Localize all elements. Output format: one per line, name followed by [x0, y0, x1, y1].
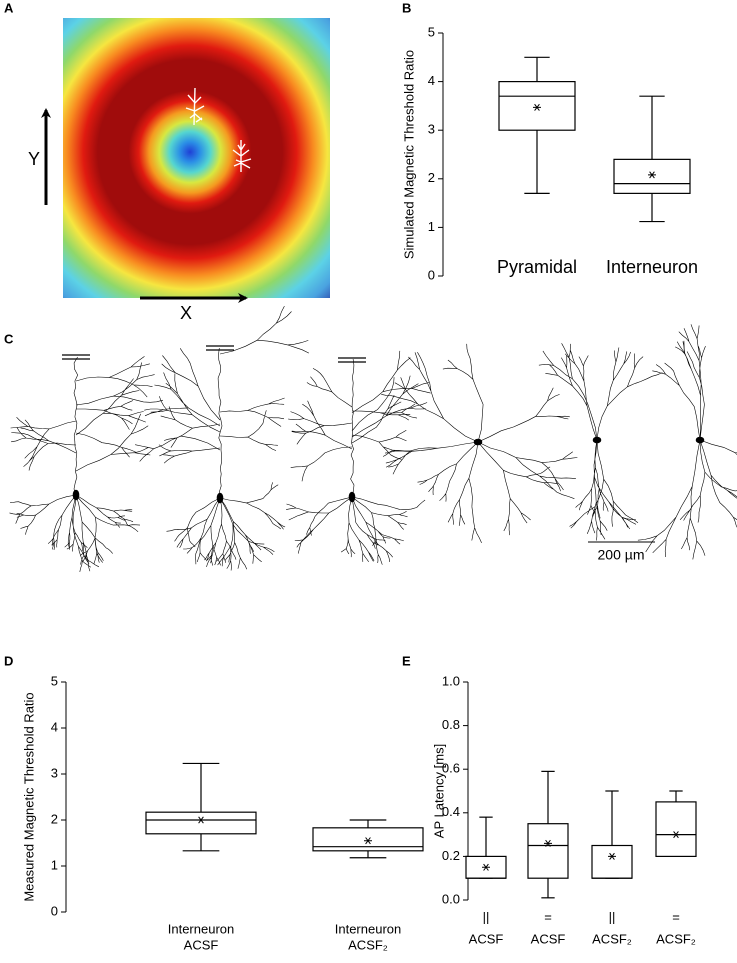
x-tick-label: ACSF₂ — [656, 931, 696, 946]
scale-label: 200 µm — [598, 547, 645, 563]
y-axis-label: AP Latency [ms] — [431, 744, 446, 838]
axis-label: Y — [28, 149, 40, 169]
field-map — [63, 18, 330, 298]
y-tick-label: 0 — [51, 903, 58, 918]
x-tick-label: ACSF — [469, 931, 504, 946]
panel-letter: E — [402, 653, 411, 668]
mean-marker — [608, 852, 616, 860]
y-tick-label: 2 — [428, 170, 435, 185]
box — [655, 801, 697, 858]
mean-marker — [197, 816, 205, 824]
x-tick-label: Interneuron — [606, 257, 698, 277]
mean-marker — [533, 103, 541, 111]
box — [145, 811, 257, 835]
x-tick-label: Interneuron — [168, 921, 235, 936]
mean-marker — [364, 837, 372, 845]
y-tick-label: 5 — [428, 24, 435, 39]
y-tick-label: 1 — [51, 857, 58, 872]
bar-mark — [338, 357, 366, 363]
mean-marker — [672, 831, 680, 839]
x-tick-label: Interneuron — [335, 921, 402, 936]
x-tick-label: ACSF — [184, 937, 219, 952]
x-tick-label: Pyramidal — [497, 257, 577, 277]
mean-marker — [544, 839, 552, 847]
panel-letter: B — [402, 0, 411, 15]
box — [498, 80, 576, 131]
box — [613, 158, 691, 194]
y-tick-label: 5 — [51, 673, 58, 688]
x-tick-label: = — [544, 909, 552, 924]
y-tick-label: 0.2 — [442, 848, 460, 863]
y-tick-label: 0.4 — [442, 804, 460, 819]
panel-letter: A — [4, 0, 14, 15]
y-axis-label: Simulated Magnetic Threshold Ratio — [401, 50, 416, 259]
dendrites — [9, 305, 737, 572]
mean-marker — [482, 863, 490, 871]
y-tick-label: 0 — [428, 267, 435, 282]
panel-letter: D — [4, 653, 13, 668]
box — [527, 823, 569, 879]
y-tick-label: 4 — [51, 719, 58, 734]
axis-label: X — [180, 303, 192, 323]
x-tick-label: || — [609, 909, 616, 924]
panel-letter: C — [4, 331, 14, 346]
y-tick-label: 3 — [428, 122, 435, 137]
mean-marker — [648, 171, 656, 179]
y-tick-label: 3 — [51, 765, 58, 780]
bar-mark — [206, 345, 234, 351]
y-axis-label: Measured Magnetic Threshold Ratio — [21, 692, 36, 901]
panel-a: Y X — [28, 18, 330, 323]
box — [591, 844, 633, 879]
box — [312, 827, 424, 852]
y-tick-label: 0.0 — [442, 891, 460, 906]
x-tick-label: ACSF₂ — [592, 931, 632, 946]
y-tick-label: 2 — [51, 811, 58, 826]
neuron-morphologies — [9, 305, 737, 572]
x-tick-label: || — [483, 909, 490, 924]
x-tick-label: ACSF — [531, 931, 566, 946]
y-tick-label: 1 — [428, 219, 435, 234]
y-tick-label: 0.6 — [442, 761, 460, 776]
y-tick-label: 1.0 — [442, 673, 460, 688]
bar-mark — [62, 354, 90, 360]
x-tick-label: = — [672, 909, 680, 924]
neuron-overlay — [185, 87, 252, 172]
x-tick-label: ACSF₂ — [348, 937, 388, 952]
y-tick-label: 4 — [428, 73, 435, 88]
y-tick-label: 0.8 — [442, 717, 460, 732]
